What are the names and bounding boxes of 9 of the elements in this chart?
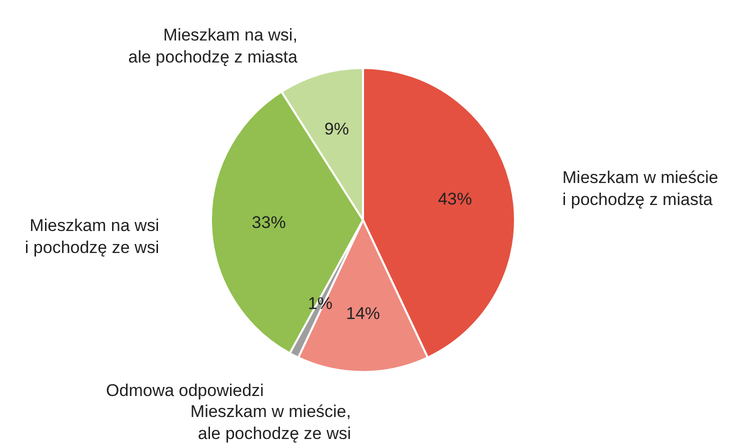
slice-label: Odmowa odpowiedzi bbox=[106, 381, 264, 400]
data-label: 14% bbox=[346, 304, 380, 324]
data-label: 9% bbox=[324, 120, 349, 138]
slice-label: Mieszkam w mieście i pochodzę z miasta bbox=[562, 168, 718, 210]
slice-label: Mieszkam na wsi i pochodzę ze wsi bbox=[24, 216, 160, 258]
slice-label: Mieszkam na wsi, ale pochodzę z miasta bbox=[128, 26, 298, 67]
data-label: 43% bbox=[438, 189, 472, 208]
data-label: 33% bbox=[252, 212, 286, 232]
slice-label: Mieszkam w mieście, ale pochodzę ze wsi bbox=[190, 402, 351, 443]
